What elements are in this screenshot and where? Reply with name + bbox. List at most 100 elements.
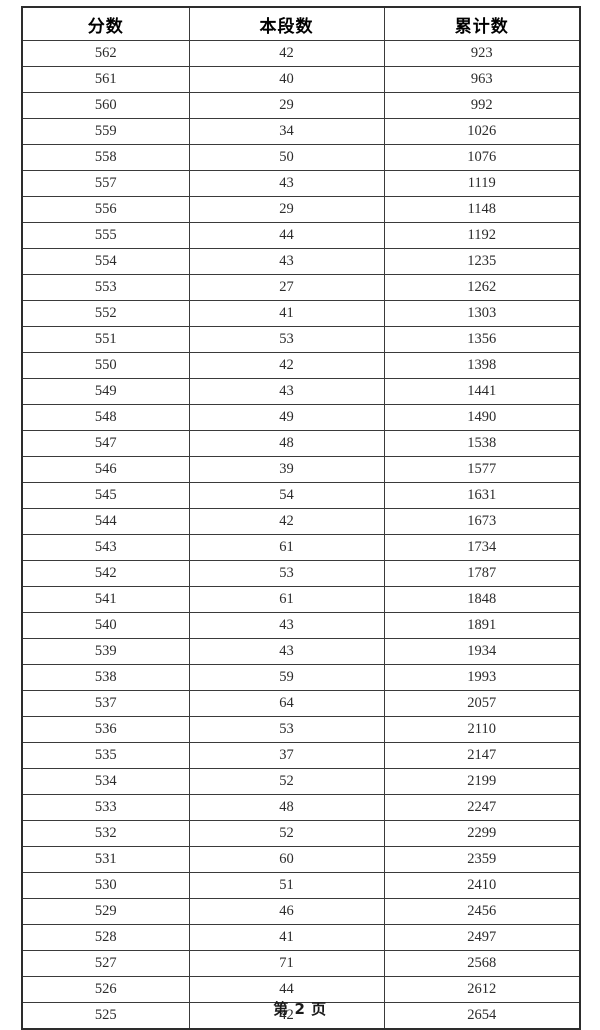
cell-segment_count: 44 [188,222,385,249]
cell-segment_count: 61 [188,586,385,613]
table-row: 535 37 2147 [21,742,581,769]
table-row: 557 43 1119 [21,170,581,197]
cell-score: 532 [21,820,190,847]
cell-segment_count: 43 [188,378,385,405]
cell-score: 547 [21,430,190,457]
cell-score: 545 [21,482,190,509]
cell-segment_count: 53 [188,716,385,743]
cell-cumulative_count: 1262 [383,274,581,301]
cell-cumulative_count: 1673 [383,508,581,535]
cell-cumulative_count: 1235 [383,248,581,275]
cell-score: 530 [21,872,190,899]
cell-score: 528 [21,924,190,951]
column-header-score: 分数 [21,6,190,41]
cell-score: 546 [21,456,190,483]
cell-segment_count: 39 [188,456,385,483]
cell-score: 534 [21,768,190,795]
cell-cumulative_count: 2147 [383,742,581,769]
cell-cumulative_count: 2359 [383,846,581,873]
cell-score: 544 [21,508,190,535]
table-row: 546 39 1577 [21,456,581,483]
cell-cumulative_count: 1577 [383,456,581,483]
table-row: 549 43 1441 [21,378,581,405]
cell-score: 542 [21,560,190,587]
cell-segment_count: 49 [188,404,385,431]
table-row: 526 44 2612 [21,976,581,1003]
cell-score: 540 [21,612,190,639]
cell-score: 555 [21,222,190,249]
table-row: 527 71 2568 [21,950,581,977]
cell-cumulative_count: 1356 [383,326,581,353]
cell-segment_count: 53 [188,560,385,587]
cell-score: 552 [21,300,190,327]
table-row: 540 43 1891 [21,612,581,639]
cell-cumulative_count: 1934 [383,638,581,665]
cell-score: 527 [21,950,190,977]
cell-segment_count: 61 [188,534,385,561]
cell-cumulative_count: 1538 [383,430,581,457]
cell-score: 554 [21,248,190,275]
cell-segment_count: 43 [188,638,385,665]
cell-score: 543 [21,534,190,561]
cell-cumulative_count: 1192 [383,222,581,249]
table-row: 537 64 2057 [21,690,581,717]
cell-cumulative_count: 2299 [383,820,581,847]
table-row: 556 29 1148 [21,196,581,223]
clipped-previous-line [0,0,600,1]
table-row: 534 52 2199 [21,768,581,795]
cell-segment_count: 52 [188,820,385,847]
table-row: 551 53 1356 [21,326,581,353]
table-row: 543 61 1734 [21,534,581,561]
cell-segment_count: 64 [188,690,385,717]
cell-segment_count: 42 [188,508,385,535]
table-row: 562 42 923 [21,40,581,67]
cell-score: 526 [21,976,190,1003]
cell-cumulative_count: 1076 [383,144,581,171]
cell-segment_count: 41 [188,924,385,951]
cell-segment_count: 44 [188,976,385,1003]
cell-cumulative_count: 1303 [383,300,581,327]
cell-segment_count: 41 [188,300,385,327]
cell-score: 562 [21,40,190,67]
table-row: 541 61 1848 [21,586,581,613]
cell-score: 561 [21,66,190,93]
cell-segment_count: 53 [188,326,385,353]
cell-segment_count: 42 [188,40,385,67]
cell-cumulative_count: 2247 [383,794,581,821]
cell-score: 553 [21,274,190,301]
cell-segment_count: 51 [188,872,385,899]
cell-score: 539 [21,638,190,665]
cell-segment_count: 34 [188,118,385,145]
table-row: 550 42 1398 [21,352,581,379]
cell-segment_count: 54 [188,482,385,509]
table-row: 529 46 2456 [21,898,581,925]
cell-segment_count: 43 [188,248,385,275]
cell-segment_count: 46 [188,898,385,925]
table-row: 536 53 2110 [21,716,581,743]
table-row: 560 29 992 [21,92,581,119]
cell-score: 551 [21,326,190,353]
cell-segment_count: 59 [188,664,385,691]
cell-cumulative_count: 1441 [383,378,581,405]
cell-score: 535 [21,742,190,769]
cell-score: 560 [21,92,190,119]
cell-segment_count: 42 [188,352,385,379]
cell-segment_count: 71 [188,950,385,977]
table-row: 555 44 1192 [21,222,581,249]
table-row: 552 41 1303 [21,300,581,327]
table-row: 553 27 1262 [21,274,581,301]
cell-score: 548 [21,404,190,431]
cell-score: 529 [21,898,190,925]
cell-cumulative_count: 2654 [383,1002,581,1030]
cell-score: 556 [21,196,190,223]
cell-score: 558 [21,144,190,171]
cell-score: 549 [21,378,190,405]
cell-cumulative_count: 1119 [383,170,581,197]
score-distribution-table: 分数 本段数 累计数 562 42 923 561 40 963 560 29 992 559 34… [21,6,581,1030]
cell-cumulative_count: 923 [383,40,581,67]
table-row: 539 43 1934 [21,638,581,665]
table-row: 545 54 1631 [21,482,581,509]
page-number-footer: 第 2 页 [273,1000,327,1018]
table-body: 562 42 923 561 40 963 560 29 992 559 34 1026 558 50 10… [21,40,581,1030]
